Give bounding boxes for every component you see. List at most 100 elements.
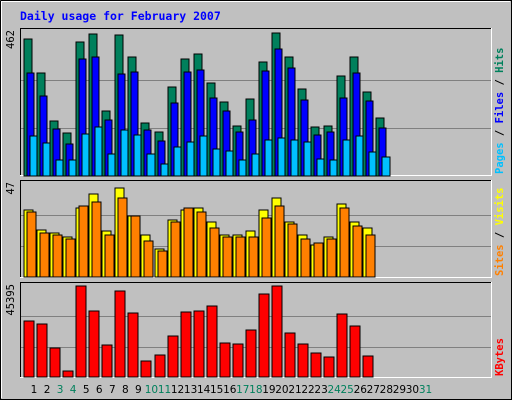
x-tick-label: 14 (197, 384, 211, 396)
bar-sites (352, 225, 363, 278)
bar-kbytes (167, 335, 179, 378)
bar-sites (143, 240, 154, 278)
y-max-label: 462 (5, 30, 17, 49)
panel-legend-label: KBytes (494, 338, 506, 376)
x-tick-label: 12 (171, 384, 184, 396)
legend-text: Visits (494, 187, 506, 225)
bar-sites (183, 207, 194, 278)
x-tick-label: 29 (393, 384, 406, 396)
bar-pages (381, 156, 391, 177)
x-tick-label: 19 (262, 384, 275, 396)
bars (23, 285, 374, 378)
bar-sites (222, 236, 233, 278)
bar-kbytes (219, 342, 231, 378)
bar-sites (157, 250, 168, 278)
bar-kbytes (297, 343, 309, 378)
bar-kbytes (362, 355, 374, 378)
x-tick-label: 9 (135, 384, 142, 396)
x-tick-label: 15 (210, 384, 223, 396)
x-tick-label: 20 (275, 384, 288, 396)
bar-kbytes (140, 360, 152, 378)
bar-kbytes (101, 344, 113, 378)
bars (23, 187, 376, 278)
legend-text: Pages (494, 142, 506, 174)
bar-kbytes (349, 325, 361, 378)
bar-sites (130, 215, 141, 278)
bar-kbytes (88, 310, 100, 378)
legend-text: / (494, 73, 506, 92)
bar-kbytes (127, 312, 139, 378)
panel-legend-label: Pages / Files / Hits (494, 48, 506, 174)
x-tick-label: 4 (70, 384, 77, 396)
x-tick-label: 30 (406, 384, 419, 396)
bar-sites (209, 227, 220, 278)
bar-sites (326, 238, 337, 278)
x-tick-label: 10 (145, 384, 158, 396)
x-tick-label: 24 (327, 384, 341, 396)
x-tick-label: 27 (367, 384, 380, 396)
x-tick-label: 1 (31, 384, 38, 396)
x-axis-day-labels: 1 2 3 4 5 6 7 8 9 10 11 12 13 14 15 16 17 18 19 20 21 22 23 24 2… (31, 384, 433, 396)
bar-kbytes (206, 305, 218, 378)
legend-text: / (494, 123, 506, 142)
bars (23, 32, 391, 177)
bar-sites (104, 234, 115, 278)
bar-sites (196, 211, 207, 278)
legend-text: Files (494, 92, 506, 124)
bar-kbytes (154, 354, 166, 378)
bar-sites (261, 217, 272, 278)
x-tick-label: 21 (288, 384, 301, 396)
bar-sites (274, 205, 285, 278)
bar-kbytes (180, 311, 192, 378)
x-tick-label: 22 (301, 384, 314, 396)
bar-kbytes (114, 290, 126, 378)
bar-sites (365, 234, 376, 278)
bar-kbytes (23, 320, 35, 378)
bar-sites (39, 232, 50, 278)
x-tick-label: 28 (380, 384, 393, 396)
x-tick-label: 5 (83, 384, 90, 396)
bar-sites (313, 242, 324, 278)
x-tick-label: 26 (354, 384, 368, 396)
x-tick-label: 31 (419, 384, 432, 396)
legend-text: KBytes (494, 338, 506, 376)
panel-legend-label: Sites / Visits (494, 187, 506, 276)
bar-kbytes (258, 293, 270, 378)
bar-kbytes (284, 332, 296, 378)
y-max-label: 47 (5, 182, 17, 195)
bar-kbytes (36, 323, 48, 378)
bar-kbytes (271, 285, 283, 378)
bar-kbytes (75, 285, 87, 378)
x-tick-label: 16 (223, 384, 237, 396)
legend-text: Hits (494, 48, 506, 73)
x-tick-label: 6 (96, 384, 103, 396)
bar-sites (52, 234, 63, 278)
panel-hits_files_pages: 462 Pages / Files / Hits (5, 28, 506, 177)
chart-panels: 462 Pages / Files / Hits 47 Sites / Visits 4… (5, 28, 506, 378)
x-tick-label: 3 (57, 384, 64, 396)
x-tick-label: 18 (249, 384, 262, 396)
x-tick-label: 8 (122, 384, 129, 396)
bar-kbytes (323, 356, 335, 378)
panel-kbytes: 45395 KBytes (5, 282, 506, 378)
bar-sites (170, 221, 181, 278)
x-tick-label: 17 (236, 384, 249, 396)
legend-text: Sites (494, 244, 506, 276)
bar-sites (235, 236, 246, 278)
x-tick-label: 7 (109, 384, 116, 396)
x-tick-label: 23 (314, 384, 327, 396)
bar-sites (78, 205, 89, 278)
bar-kbytes (310, 352, 322, 378)
chart-title: Daily usage for February 2007 (20, 9, 221, 23)
legend-text: / (494, 225, 506, 244)
bar-kbytes (245, 329, 257, 378)
bar-sites (91, 201, 102, 278)
bar-kbytes (62, 370, 74, 378)
bar-kbytes (193, 310, 205, 378)
bar-sites (117, 197, 128, 278)
bar-sites (300, 238, 311, 278)
bar-kbytes (336, 313, 348, 378)
x-tick-label: 25 (341, 384, 354, 396)
bar-sites (287, 223, 298, 278)
